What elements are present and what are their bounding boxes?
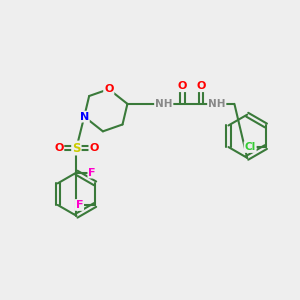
Text: O: O bbox=[178, 81, 187, 91]
Text: S: S bbox=[72, 142, 81, 154]
Text: O: O bbox=[196, 81, 206, 91]
Text: N: N bbox=[80, 112, 89, 122]
Text: O: O bbox=[104, 84, 113, 94]
Text: F: F bbox=[88, 168, 96, 178]
Text: F: F bbox=[76, 200, 83, 210]
Text: Cl: Cl bbox=[244, 142, 256, 152]
Text: O: O bbox=[89, 143, 99, 153]
Text: NH: NH bbox=[208, 99, 226, 109]
Text: O: O bbox=[54, 143, 63, 153]
Text: NH: NH bbox=[155, 99, 172, 109]
